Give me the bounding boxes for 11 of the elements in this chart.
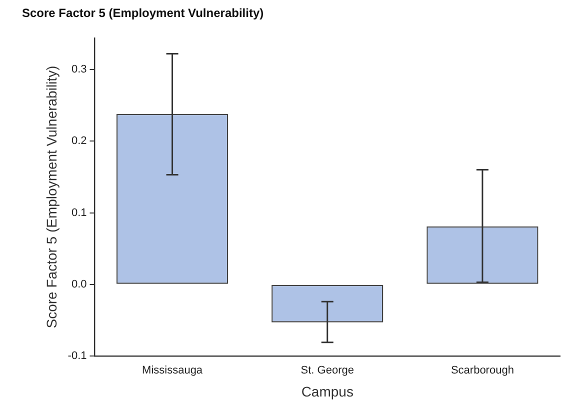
y-tick-label: 0.2 bbox=[71, 135, 87, 148]
y-axis-title: Score Factor 5 (Employment Vulnerability) bbox=[43, 66, 60, 328]
y-tick-label: 0.0 bbox=[71, 278, 87, 290]
x-tick-label: St. George bbox=[300, 364, 354, 377]
x-tick-label: Scarborough bbox=[450, 364, 514, 377]
y-tick-label: 0.3 bbox=[71, 64, 87, 76]
y-tick-label: 0.1 bbox=[71, 206, 87, 219]
chart-title: Score Factor 5 (Employment Vulnerability) bbox=[22, 6, 264, 20]
y-tick-label: -0.1 bbox=[68, 350, 87, 362]
x-tick-label: Mississauga bbox=[142, 364, 204, 377]
x-axis-title: Campus bbox=[301, 383, 354, 400]
